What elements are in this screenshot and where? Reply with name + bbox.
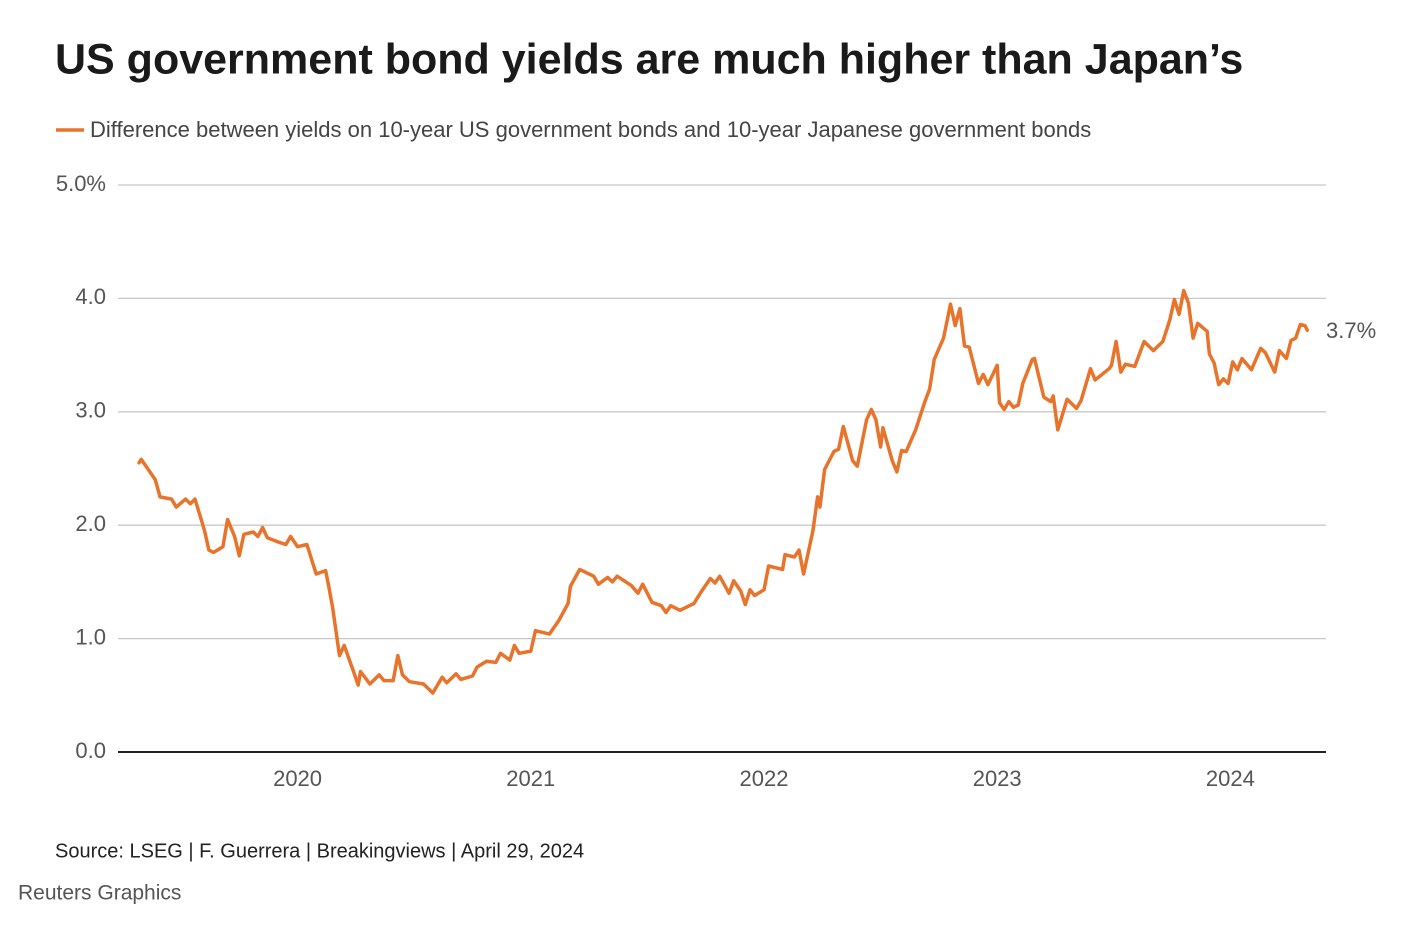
y-tick-label: 4.0 xyxy=(75,284,106,309)
y-tick-label: 5.0% xyxy=(56,171,106,196)
x-tick-label: 2021 xyxy=(506,766,555,791)
x-tick-label: 2020 xyxy=(273,766,322,791)
x-tick-label: 2022 xyxy=(740,766,789,791)
y-tick-label: 3.0 xyxy=(75,398,106,423)
source: Source: LSEG | F. Guerrera | Breakingvie… xyxy=(55,840,584,862)
y-tick-label: 2.0 xyxy=(75,511,106,536)
end-label: 3.7% xyxy=(1326,318,1376,343)
x-tick-label: 2023 xyxy=(973,766,1022,791)
line xyxy=(137,288,1310,695)
y-tick-label: 1.0 xyxy=(75,624,106,649)
x-tick-label: 2024 xyxy=(1206,766,1255,791)
chart-title: US government bond yields are much highe… xyxy=(55,35,1243,83)
credit: Reuters Graphics xyxy=(18,882,181,905)
y-tick-label: 0.0 xyxy=(75,738,106,763)
legend-label: Difference between yields on 10-year US … xyxy=(90,117,1091,142)
